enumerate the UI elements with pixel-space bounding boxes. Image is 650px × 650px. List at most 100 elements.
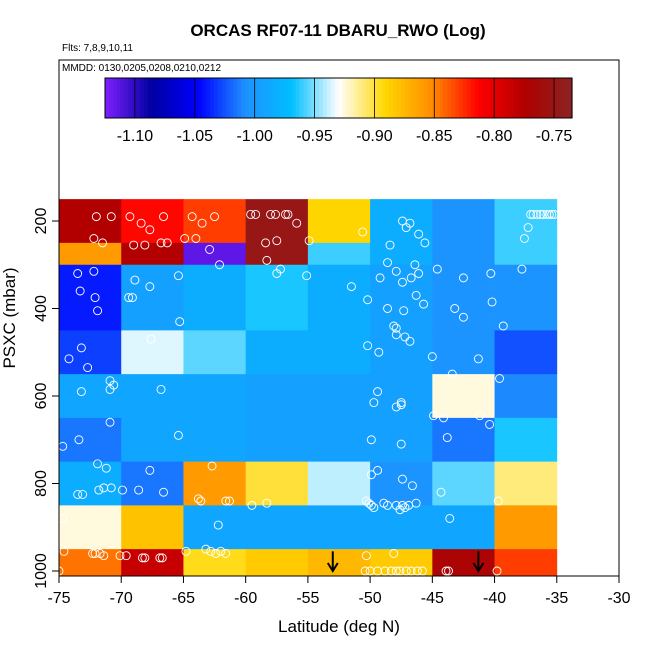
x-tick-label: -65 xyxy=(172,590,195,607)
heatmap-cell xyxy=(370,264,433,331)
heatmap-cell xyxy=(121,549,184,577)
heatmap-cell xyxy=(121,264,184,331)
data-point xyxy=(517,264,527,274)
x-tick-label: -40 xyxy=(483,590,506,607)
colorbar-segment xyxy=(435,78,441,118)
colorbar-segment xyxy=(342,78,347,118)
data-point xyxy=(276,264,285,274)
data-point xyxy=(473,354,483,364)
data-point xyxy=(444,566,453,576)
colorbar-segment xyxy=(338,78,343,118)
heatmap-cell xyxy=(245,549,309,577)
colorbar-segment xyxy=(455,78,460,118)
heatmap-cell xyxy=(494,461,558,506)
data-point xyxy=(383,500,392,510)
data-point xyxy=(406,273,416,283)
colorbar-segment xyxy=(167,78,172,118)
data-point xyxy=(383,304,392,313)
y-tick-label: 200 xyxy=(33,208,50,235)
data-point xyxy=(213,520,223,530)
heatmap-cell xyxy=(307,330,371,375)
x-tick-label: -55 xyxy=(296,590,319,607)
data-point xyxy=(389,321,399,331)
cell-layer xyxy=(59,199,558,577)
colorbar-segment xyxy=(470,78,476,118)
heatmap-cell xyxy=(370,505,433,550)
data-point xyxy=(375,273,385,283)
colorbar-segment xyxy=(311,78,316,118)
data-point xyxy=(358,227,368,237)
heatmap-cell xyxy=(370,199,433,244)
heatmap-cell xyxy=(121,374,184,419)
data-point xyxy=(391,566,401,576)
heatmap-cell xyxy=(121,330,184,375)
colorbar-segment xyxy=(210,78,215,118)
data-point xyxy=(272,236,282,246)
data-point xyxy=(193,494,203,504)
colorbar-segment xyxy=(198,78,203,118)
colorbar-segment xyxy=(326,78,332,118)
data-point xyxy=(441,566,451,576)
heatmap-cell xyxy=(370,549,433,577)
heatmap-cell xyxy=(370,242,433,266)
heatmap-cell xyxy=(494,264,558,331)
colorbar-segment xyxy=(400,78,406,118)
point-layer xyxy=(54,209,559,576)
colorbar-segment xyxy=(517,78,523,118)
colorbar-segment xyxy=(128,78,133,118)
data-point xyxy=(411,290,421,300)
data-point xyxy=(417,566,427,576)
colorbar-segment xyxy=(260,78,266,118)
arrow-head xyxy=(326,562,339,573)
colorbar-segment xyxy=(369,78,375,118)
heatmap-cell xyxy=(307,461,371,506)
heatmap-cell xyxy=(121,505,184,550)
colorbar-segment xyxy=(357,78,363,118)
data-point xyxy=(414,229,424,239)
colorbar-segment xyxy=(548,78,554,118)
heatmap-cell xyxy=(370,461,433,506)
colorbar-segment xyxy=(361,78,367,118)
data-point xyxy=(498,321,508,331)
data-point xyxy=(140,240,150,250)
heatmap-cell xyxy=(432,199,495,244)
colorbar-segment xyxy=(346,78,351,118)
x-tick-label: -50 xyxy=(359,590,382,607)
data-point xyxy=(361,551,371,561)
data-point xyxy=(366,470,376,480)
data-point xyxy=(445,514,455,523)
arrow-layer xyxy=(326,551,485,573)
colorbar-segment xyxy=(544,78,550,118)
heatmap-cell xyxy=(307,417,371,463)
heatmap-cell xyxy=(307,549,371,577)
colorbar-segment xyxy=(420,78,425,118)
heatmap-cell xyxy=(245,461,309,506)
heatmap-cell xyxy=(121,242,184,266)
data-point xyxy=(210,212,220,222)
heatmap-cell xyxy=(59,330,122,375)
colorbar-segment xyxy=(330,78,336,118)
heatmap-cell xyxy=(307,264,371,331)
data-point xyxy=(225,496,234,506)
data-point xyxy=(73,269,83,278)
colorbar-frame xyxy=(104,77,573,119)
data-point xyxy=(396,398,406,408)
colorbar-segment xyxy=(556,78,561,118)
data-point xyxy=(201,544,211,554)
data-point xyxy=(405,218,415,228)
heatmap-cell xyxy=(245,242,309,266)
colorbar-segment xyxy=(451,78,456,118)
colorbar-segment xyxy=(536,78,542,118)
colorbar-tick-label: -0.80 xyxy=(476,128,513,145)
data-point xyxy=(399,306,409,316)
data-point xyxy=(412,566,422,576)
colorbar-segment xyxy=(482,78,487,118)
colorbar-segment xyxy=(334,78,340,118)
data-point xyxy=(162,238,172,248)
colorbar-segment xyxy=(447,78,452,118)
colorbar-segment xyxy=(385,78,390,118)
colorbar-segment xyxy=(424,78,429,118)
data-point xyxy=(262,255,272,265)
data-point xyxy=(211,549,221,558)
